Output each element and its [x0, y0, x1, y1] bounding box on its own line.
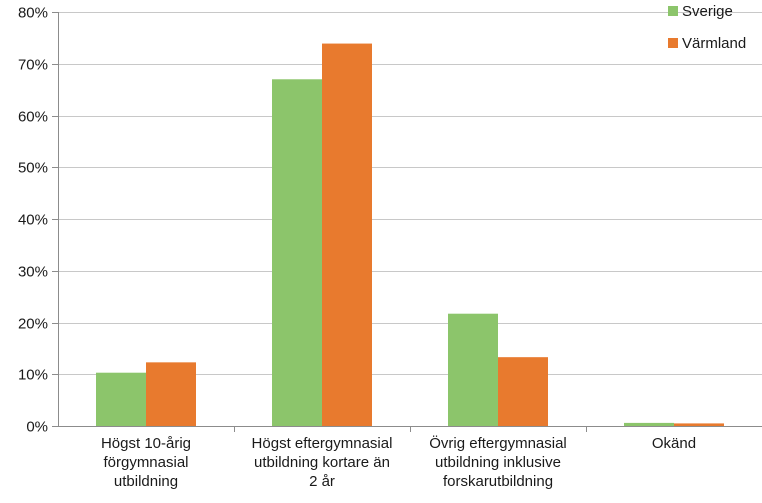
- axes: [52, 12, 762, 432]
- y-tick-label: 60%: [18, 109, 48, 126]
- bar-sverige: [96, 372, 146, 426]
- legend: Sverige Värmland: [668, 3, 746, 52]
- y-tick-label: 20%: [18, 316, 48, 333]
- bars: [96, 43, 724, 427]
- x-category-label: Högst eftergymnasial utbildning kortare ä…: [252, 435, 393, 490]
- y-tick-label: 10%: [18, 367, 48, 384]
- x-category-label: Övrig eftergymnasial utbildning inklusive…: [429, 434, 567, 490]
- bar-v-rmland: [146, 362, 196, 426]
- legend-swatch: [668, 38, 678, 48]
- legend-label: Sverige: [682, 3, 733, 20]
- y-tick-label: 0%: [26, 419, 48, 436]
- bar-v-rmland: [498, 357, 548, 426]
- x-category-label: Okänd: [652, 435, 696, 452]
- bar-v-rmland: [322, 43, 372, 426]
- y-tick-labels: 0% 10% 20% 30% 40% 50% 60% 70% 80%: [18, 5, 48, 436]
- y-tick-label: 50%: [18, 160, 48, 177]
- x-category-label: Högst 10-årig förgymnasial utbildning: [101, 435, 191, 490]
- bar-sverige: [448, 313, 498, 426]
- legend-swatch: [668, 6, 678, 16]
- bar-sverige: [624, 422, 674, 426]
- bar-sverige: [272, 79, 322, 427]
- y-tick-label: 30%: [18, 264, 48, 281]
- x-category-labels: Högst 10-årig förgymnasial utbildning Högst…: [101, 434, 696, 490]
- y-tick-label: 80%: [18, 5, 48, 22]
- y-tick-label: 70%: [18, 57, 48, 74]
- y-tick-label: 40%: [18, 212, 48, 229]
- legend-label: Värmland: [682, 35, 746, 52]
- gridlines: [58, 12, 762, 375]
- bar-v-rmland: [674, 423, 724, 426]
